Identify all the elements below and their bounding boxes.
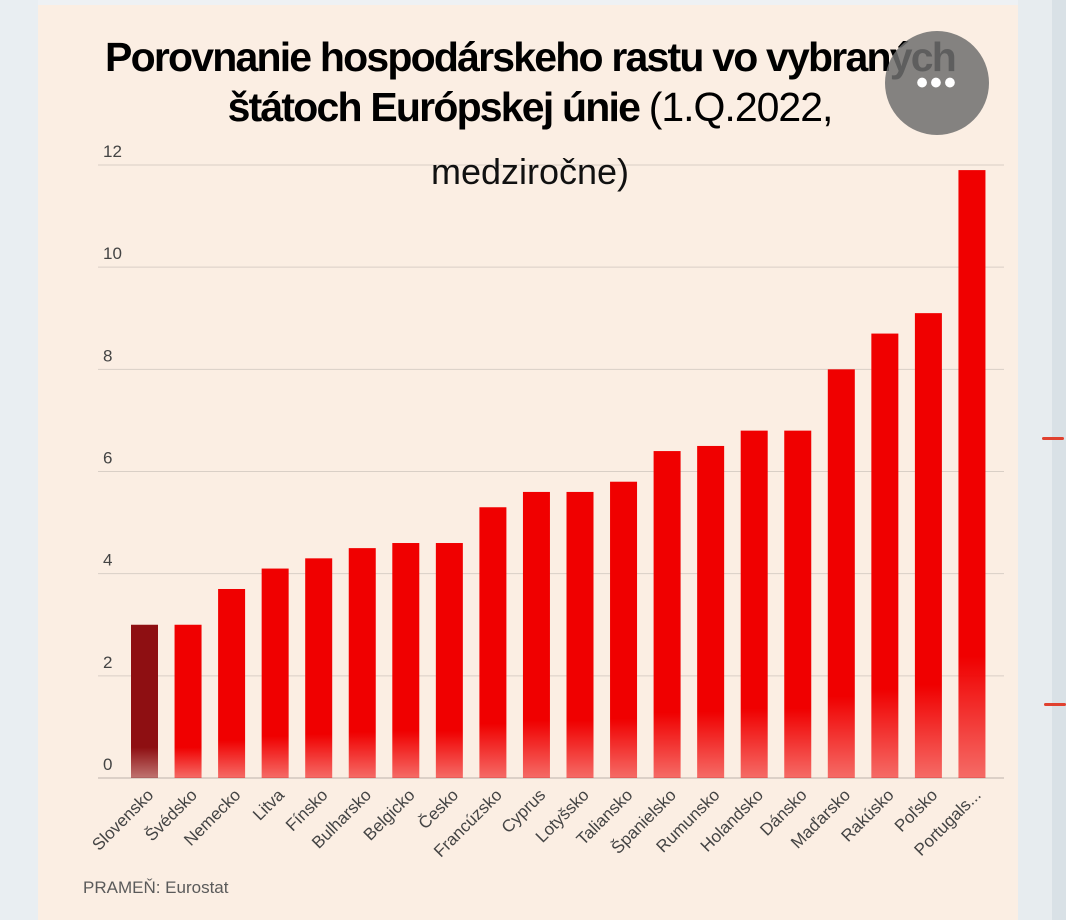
chart-title-period: (1.Q.2022, — [648, 84, 834, 130]
bar — [784, 430, 812, 778]
bars — [131, 170, 986, 778]
y-tick-label: 8 — [103, 346, 112, 365]
bar — [305, 558, 333, 778]
source-note: PRAMEŇ: Eurostat — [83, 878, 229, 897]
bar — [435, 543, 463, 778]
chart-title: Porovnanie hospodárskeho rastu vo vybran… — [40, 32, 1020, 132]
more-options-button[interactable]: ••• — [885, 31, 989, 135]
y-axis-ticks: 0 2 4 6 8 10 12 — [103, 142, 122, 774]
right-scroll-strip — [1052, 0, 1066, 920]
bar — [914, 313, 942, 778]
y-tick-label: 10 — [103, 244, 122, 263]
bar — [348, 548, 376, 778]
bar — [697, 445, 725, 778]
y-tick-label: 12 — [103, 142, 122, 161]
bar — [392, 543, 420, 778]
x-tick-label: Slovensko — [88, 785, 157, 854]
bar — [218, 588, 246, 778]
chart-subtitle: medziročne) — [430, 151, 630, 192]
y-tick-label: 6 — [103, 449, 112, 468]
annotation-mark — [1044, 703, 1066, 706]
x-tick-label: Litva — [249, 785, 288, 824]
bar — [740, 430, 768, 778]
bar — [131, 624, 158, 778]
bar — [261, 568, 289, 778]
bar — [522, 491, 550, 778]
bar — [958, 170, 986, 778]
bar — [566, 491, 594, 778]
bar — [653, 451, 681, 778]
bar — [827, 369, 855, 778]
annotation-mark — [1042, 437, 1064, 440]
bar — [479, 507, 507, 778]
bar — [174, 624, 202, 778]
bar — [610, 481, 638, 778]
y-tick-label: 0 — [103, 755, 112, 774]
bar — [871, 333, 899, 778]
chart-title-bold: Porovnanie hospodárskeho rastu vo vybran… — [105, 34, 957, 130]
y-tick-label: 4 — [103, 551, 112, 570]
left-margin — [0, 0, 38, 920]
y-tick-label: 2 — [103, 653, 112, 672]
